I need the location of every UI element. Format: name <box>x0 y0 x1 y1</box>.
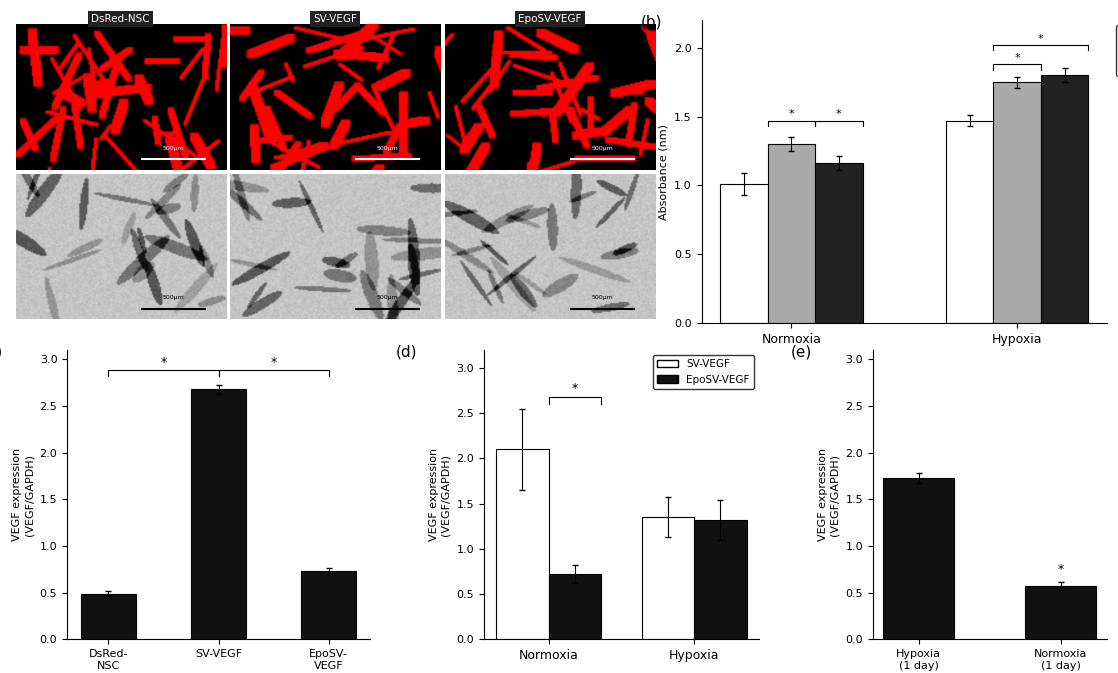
Legend: Ds Red, SV-VEGF, EpoSV-VEGF: Ds Red, SV-VEGF, EpoSV-VEGF <box>1116 26 1118 76</box>
Y-axis label: VEGF expression
(VEGF/GAPDH): VEGF expression (VEGF/GAPDH) <box>429 448 451 541</box>
Bar <box>1025 586 1096 639</box>
Text: *: * <box>1038 34 1044 44</box>
Text: (e): (e) <box>790 344 812 359</box>
Bar <box>642 518 694 639</box>
Title: EpoSV-VEGF: EpoSV-VEGF <box>519 14 581 24</box>
Text: 500μm: 500μm <box>162 145 184 151</box>
Text: *: * <box>160 355 167 369</box>
Title: DsRed-NSC: DsRed-NSC <box>92 14 150 24</box>
Title: SV-VEGF: SV-VEGF <box>313 14 358 24</box>
Bar <box>694 520 747 639</box>
Bar <box>1041 75 1089 323</box>
Text: (b): (b) <box>641 14 662 29</box>
Text: *: * <box>788 109 794 119</box>
Text: 500μm: 500μm <box>591 295 614 300</box>
Text: (d): (d) <box>396 344 417 359</box>
Text: 500μm: 500μm <box>162 295 184 300</box>
Text: 500μm: 500μm <box>377 295 399 300</box>
Text: 500μm: 500μm <box>377 145 399 151</box>
Bar <box>496 450 549 639</box>
Text: (c): (c) <box>0 344 2 359</box>
Text: *: * <box>571 382 578 395</box>
Bar <box>301 571 357 639</box>
Bar <box>993 82 1041 323</box>
Bar <box>80 594 136 639</box>
Text: *: * <box>1058 563 1064 576</box>
Text: (a): (a) <box>18 24 39 38</box>
Bar <box>549 574 600 639</box>
Text: *: * <box>836 109 842 119</box>
Bar <box>768 144 815 323</box>
Bar <box>720 184 768 323</box>
Y-axis label: Absorbance (nm): Absorbance (nm) <box>659 124 669 219</box>
Y-axis label: VEGF expression
(VEGF/GAPDH): VEGF expression (VEGF/GAPDH) <box>12 448 34 541</box>
Bar <box>191 389 246 639</box>
Text: 500μm: 500μm <box>591 145 614 151</box>
Bar <box>946 120 993 323</box>
Text: *: * <box>1014 53 1020 63</box>
Text: *: * <box>271 355 277 369</box>
Legend: SV-VEGF, EpoSV-VEGF: SV-VEGF, EpoSV-VEGF <box>653 355 754 389</box>
Bar <box>883 478 955 639</box>
Bar <box>815 164 863 323</box>
Y-axis label: VEGF expression
(VEGF/GAPDH): VEGF expression (VEGF/GAPDH) <box>818 448 840 541</box>
